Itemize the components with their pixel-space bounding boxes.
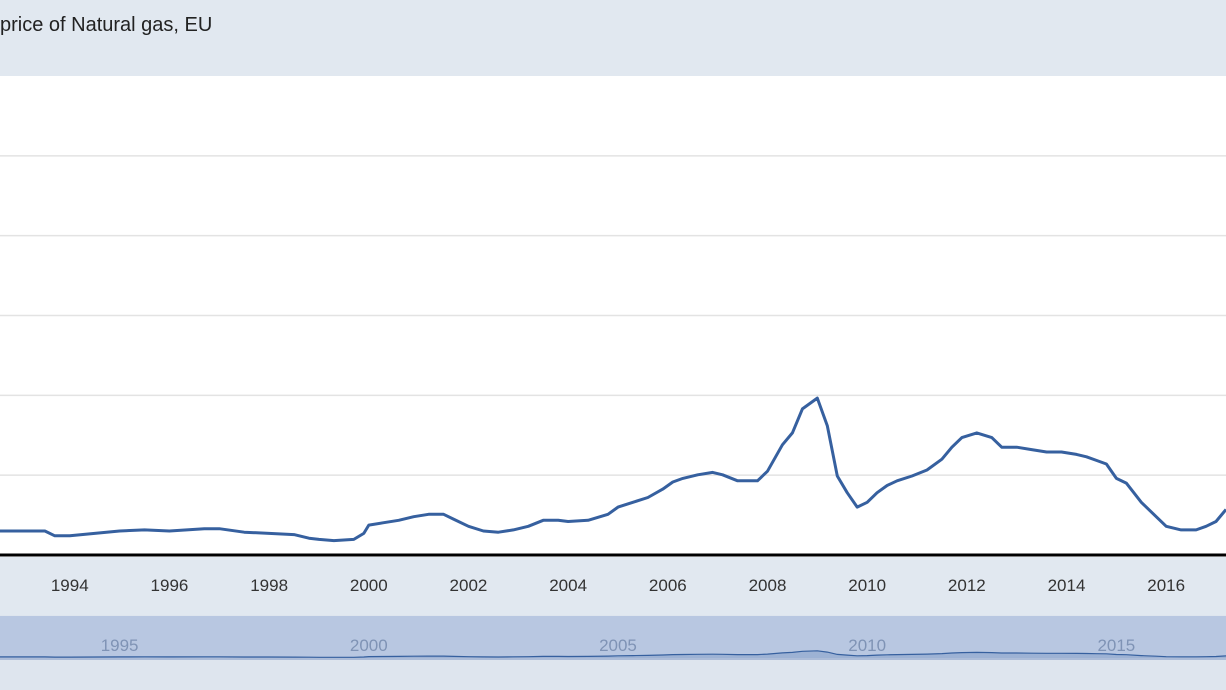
x-tick-label: 2016 — [1147, 576, 1185, 595]
x-tick-label: 1996 — [151, 576, 189, 595]
navigator-series-line — [0, 650, 1226, 658]
gridlines — [0, 155, 1226, 476]
chart-header: price of Natural gas, EU — [0, 0, 1226, 76]
x-tick-label: 1994 — [51, 576, 89, 595]
series-line — [0, 396, 1226, 543]
x-tick-label: 2010 — [848, 576, 886, 595]
x-axis-ticks: 1994 1996 1998 2000 2002 2004 2006 2008 2010 2012… — [51, 576, 1185, 595]
x-tick-label: 2006 — [649, 576, 687, 595]
navigator[interactable]: 1995 2000 2005 2010 2015 — [0, 615, 1226, 690]
navigator-tick-label: 2010 — [848, 636, 886, 655]
x-tick-label: 2000 — [350, 576, 388, 595]
chart-title: price of Natural gas, EU — [0, 14, 213, 36]
x-tick-label: 2008 — [749, 576, 787, 595]
x-axis-band — [0, 557, 1226, 615]
x-tick-label: 1998 — [250, 576, 288, 595]
navigator-tick-label: 2005 — [599, 636, 637, 655]
navigator-series-area — [0, 650, 1226, 658]
navigator-tick-label: 1995 — [101, 636, 139, 655]
x-tick-label: 2004 — [549, 576, 587, 595]
navigator-tick-label: 2000 — [350, 636, 388, 655]
x-tick-label: 2002 — [450, 576, 488, 595]
x-tick-label: 2012 — [948, 576, 986, 595]
navigator-tick-label: 2015 — [1097, 636, 1135, 655]
x-tick-label: 2014 — [1048, 576, 1086, 595]
